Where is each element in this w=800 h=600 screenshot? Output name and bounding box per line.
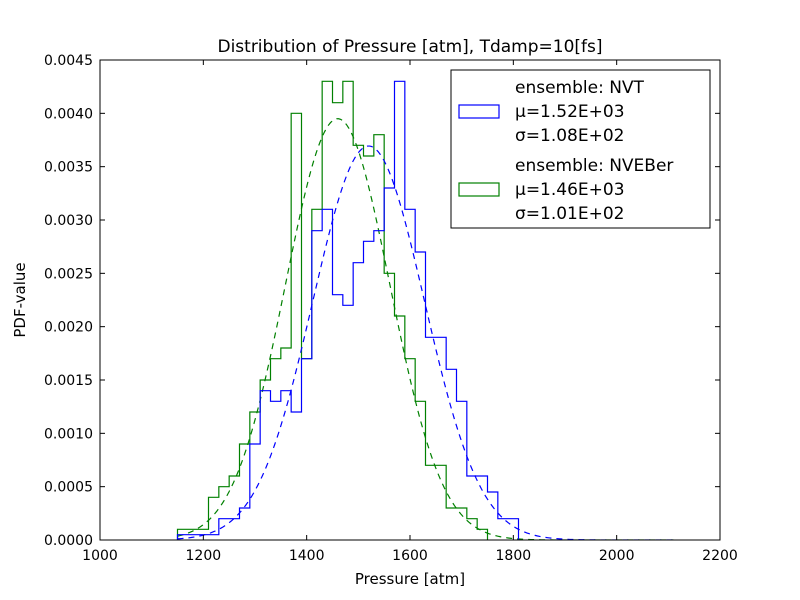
legend-entries: ensemble: NVTμ=1.52E+03σ=1.08E+02ensembl…: [458, 78, 673, 224]
legend-entry-series-2: ensemble: NVEBer μ=1.46E+03 σ=1.01E+02: [458, 156, 673, 224]
histogram-series-2: [176, 80, 489, 540]
legend-label-line: ensemble: NVT: [515, 78, 645, 98]
y-tick-label: 0.0005: [44, 480, 93, 496]
legend-label-line: σ=1.08E+02: [515, 126, 625, 146]
legend-swatch: [458, 104, 500, 119]
y-tick-label: 0.0010: [44, 426, 93, 442]
chart-title: Distribution of Pressure [atm], Tdamp=10…: [217, 37, 602, 57]
x-tick-label: 1800: [496, 548, 532, 564]
plot-area: [99, 59, 721, 541]
legend-label-line: μ=1.52E+03: [515, 102, 625, 122]
y-tick-label: 0.0035: [44, 160, 93, 176]
y-axis-label: PDF-value: [11, 262, 29, 337]
y-tick-label: 0.0040: [44, 106, 93, 122]
legend-box: [450, 69, 711, 229]
y-tick-label: 0.0025: [44, 266, 93, 282]
x-tick-labels: 1000 1200 1400 1600 1800 2000 2200: [82, 548, 738, 564]
y-tick-label: 0.0030: [44, 213, 93, 229]
x-axis-label: Pressure [atm]: [355, 570, 465, 588]
histogram-series-1: [176, 80, 520, 540]
y-tick-label: 0.0020: [44, 320, 93, 336]
legend: ensemble: NVTμ=1.52E+03σ=1.08E+02ensembl…: [450, 69, 711, 229]
y-tick-labels: 0.0000 0.0005 0.0010 0.0015 0.0020 0.0025 0.00…: [44, 53, 93, 549]
y-tick-label: 0.0045: [44, 53, 93, 69]
x-tick-label: 1200: [186, 548, 222, 564]
plot-frame: [99, 59, 721, 541]
x-tick-label: 1400: [289, 548, 325, 564]
x-tick-label: 2000: [599, 548, 635, 564]
x-tick-label: 1600: [392, 548, 428, 564]
x-tick-label: 2200: [702, 548, 738, 564]
y-tick-label: 0.0000: [44, 533, 93, 549]
y-tick-label: 0.0015: [44, 373, 93, 389]
x-tick-label: 1000: [82, 548, 118, 564]
legend-label-line: σ=1.01E+02: [515, 204, 625, 224]
legend-entry-series-1: ensemble: NVT μ=1.52E+03 σ=1.08E+02: [458, 78, 645, 146]
legend-swatch: [458, 182, 500, 197]
legend-label-line: ensemble: NVEBer: [515, 156, 673, 176]
legend-label-line: μ=1.46E+03: [515, 180, 625, 200]
